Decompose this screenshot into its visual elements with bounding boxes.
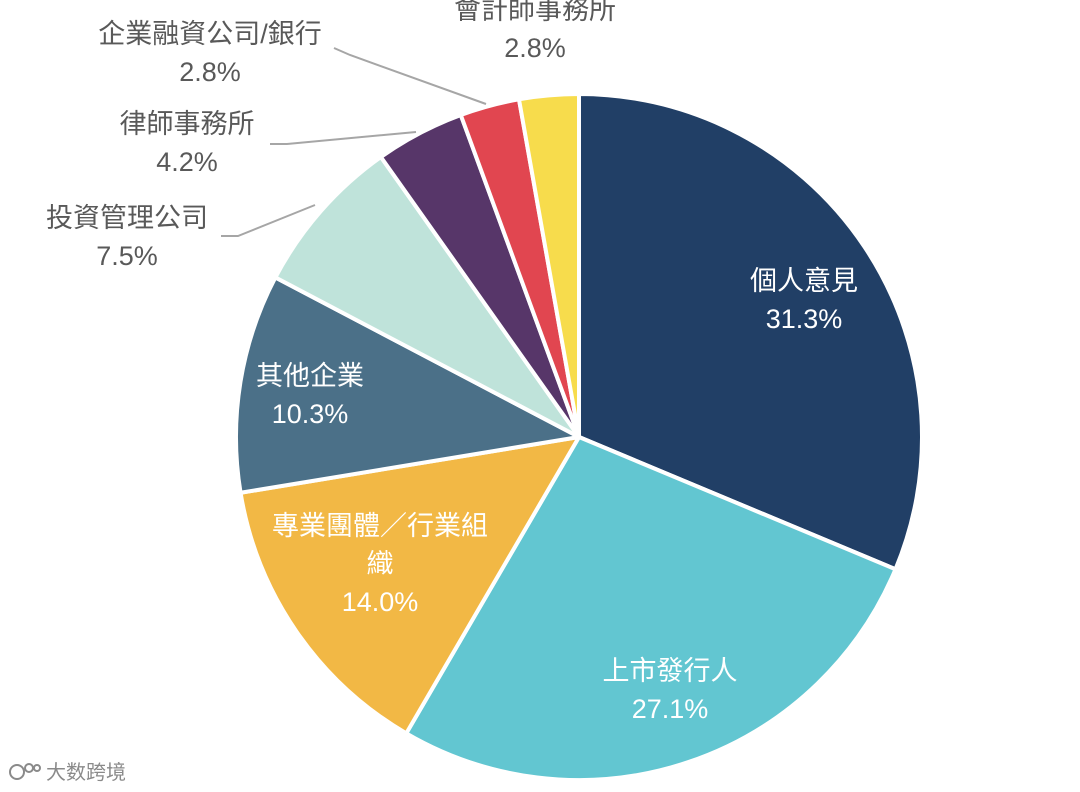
pie-slice: [404, 435, 898, 782]
slice-category-label: 會計師事務所: [454, 0, 616, 25]
slice-category-label: 投資管理公司: [46, 203, 208, 233]
slice-category-label: 律師事務所: [120, 109, 255, 139]
slice-category-label: 上市發行人: [603, 656, 738, 686]
pie-slice: [234, 275, 581, 495]
pie-slice: [273, 155, 581, 439]
slice-category-label: 個人意見: [750, 266, 858, 296]
slice-value-label: 14.0%: [342, 587, 419, 617]
slice-category-label: 企業融資公司/銀行: [98, 19, 322, 49]
pie-slice: [577, 92, 924, 572]
slice-value-label: 27.1%: [632, 694, 709, 724]
leader-line: [221, 204, 316, 237]
slice-value-label: 4.2%: [156, 147, 218, 177]
watermark-logo-icon: [9, 762, 41, 780]
slice-value-label: 7.5%: [96, 241, 158, 271]
slice-category-label: 其他企業: [256, 361, 364, 391]
slice-value-label: 2.8%: [504, 33, 566, 63]
leader-line: [270, 131, 417, 145]
pie-slice: [238, 435, 581, 736]
pie-slice: [516, 92, 581, 439]
slice-value-label: 2.8%: [179, 57, 241, 87]
watermark: 大数跨境: [8, 756, 126, 785]
slice-category-label: 專業團體／行業組織: [272, 511, 488, 579]
slice-value-label: 10.3%: [272, 399, 349, 429]
watermark-text: 大数跨境: [46, 760, 126, 784]
slice-value-label: 31.3%: [766, 304, 843, 334]
leader-line: [333, 47, 487, 105]
